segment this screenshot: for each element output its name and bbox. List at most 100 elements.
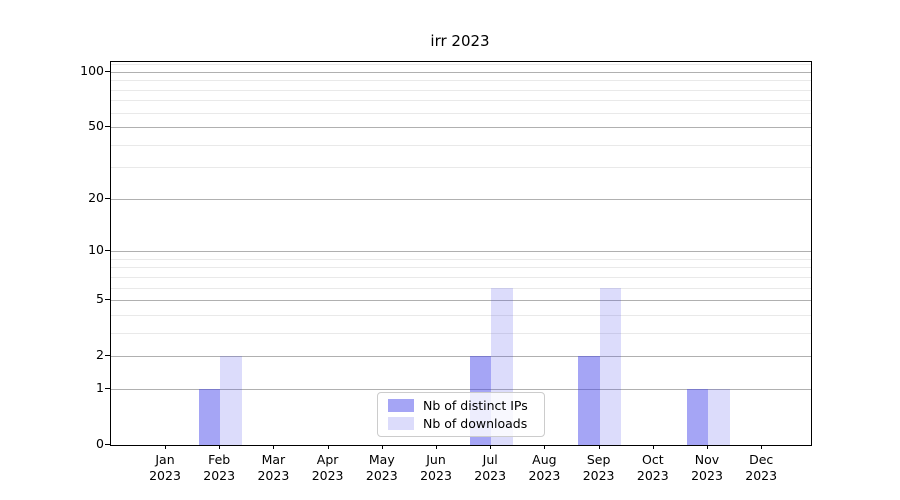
x-tick-year: 2023: [691, 468, 723, 483]
legend: Nb of distinct IPs Nb of downloads: [377, 392, 545, 437]
bar-nb-of-downloads: [599, 287, 622, 445]
gridline-minor: [111, 332, 811, 334]
legend-swatch: [388, 417, 414, 430]
gridline-minor: [111, 258, 811, 260]
legend-row: Nb of downloads: [378, 416, 544, 431]
x-tick-month: Dec: [749, 452, 774, 467]
legend-label: Nb of downloads: [423, 416, 528, 431]
x-tick-year: 2023: [311, 468, 344, 483]
y-axis-tick-label: 100: [80, 62, 104, 78]
x-axis-tick-label: Jun 2023: [407, 452, 465, 484]
x-tick-month: Jun: [426, 452, 446, 467]
x-axis-tick-label: Apr 2023: [299, 452, 357, 484]
plot-area: [110, 61, 812, 446]
gridline-minor: [111, 144, 811, 146]
x-axis-tick-label: Aug 2023: [515, 452, 573, 484]
y-tick-mark: [105, 197, 110, 199]
x-tick-month: May: [368, 452, 395, 467]
x-tick-year: 2023: [636, 468, 669, 483]
y-axis-tick-label: 0: [96, 436, 104, 451]
x-tick-month: Feb: [208, 452, 231, 467]
x-tick-year: 2023: [365, 468, 398, 483]
y-axis-tick-label: 20: [88, 189, 104, 205]
gridline-major: [111, 251, 811, 253]
x-axis-tick-label: Sep 2023: [570, 452, 628, 484]
gridline-major: [111, 356, 811, 358]
x-tick-mark: [761, 445, 763, 449]
legend-label: Nb of distinct IPs: [423, 398, 528, 413]
gridline-minor: [111, 64, 811, 66]
x-tick-month: Apr: [316, 452, 339, 467]
y-axis-tick-label: 5: [96, 291, 104, 307]
legend-row: Nb of distinct IPs: [378, 398, 544, 413]
x-axis-tick-label: Oct 2023: [624, 452, 682, 484]
x-axis-tick-label: Mar 2023: [244, 452, 302, 484]
gridline-major: [111, 127, 811, 129]
x-tick-mark: [381, 445, 383, 449]
x-tick-mark: [544, 445, 546, 449]
x-tick-mark: [273, 445, 275, 449]
gridline-major: [111, 388, 811, 390]
x-tick-month: Oct: [641, 452, 664, 467]
gridline-minor: [111, 276, 811, 278]
x-axis-tick-label: Jul 2023: [461, 452, 519, 484]
bar-nb-of-distinct-ips: [198, 388, 221, 445]
y-tick-mark: [105, 299, 110, 301]
bar-nb-of-distinct-ips: [578, 356, 600, 445]
y-axis-tick-label: 10: [88, 242, 104, 258]
x-tick-year: 2023: [582, 468, 615, 483]
x-tick-mark: [652, 445, 654, 449]
x-tick-month: Nov: [694, 452, 720, 467]
gridline-major: [111, 198, 811, 200]
x-tick-mark: [490, 445, 492, 449]
gridline-minor: [111, 89, 811, 91]
x-axis-tick-label: Dec 2023: [732, 452, 790, 484]
x-tick-year: 2023: [203, 468, 236, 483]
bar-nb-of-downloads: [708, 388, 730, 445]
x-tick-year: 2023: [149, 468, 181, 483]
gridline-minor: [111, 100, 811, 102]
y-tick-mark: [105, 70, 110, 72]
gridline-minor: [111, 267, 811, 269]
x-tick-month: Aug: [532, 452, 557, 467]
gridline-minor: [111, 167, 811, 169]
chart-title: irr 2023: [430, 32, 490, 50]
x-tick-month: Jul: [482, 452, 498, 467]
bar-nb-of-distinct-ips: [686, 388, 708, 445]
x-tick-month: Sep: [586, 452, 611, 467]
gridline-minor: [111, 314, 811, 316]
x-tick-year: 2023: [420, 468, 452, 483]
y-tick-mark: [105, 250, 110, 252]
x-tick-mark: [219, 445, 221, 449]
legend-swatch: [388, 399, 414, 412]
y-tick-mark: [105, 126, 110, 128]
x-tick-year: 2023: [528, 468, 561, 483]
bar-nb-of-downloads: [220, 356, 242, 445]
x-tick-year: 2023: [257, 468, 290, 483]
x-tick-mark: [707, 445, 708, 449]
y-axis-tick-label: 50: [88, 118, 104, 134]
x-axis-tick-label: Feb 2023: [190, 452, 248, 484]
y-axis-tick-label: 1: [96, 379, 104, 395]
x-axis-tick-label: Jan 2023: [136, 452, 194, 484]
gridline-minor: [111, 80, 811, 82]
x-tick-mark: [165, 445, 166, 449]
x-tick-mark: [436, 445, 437, 449]
gridline-major: [111, 71, 811, 73]
gridline-minor: [111, 112, 811, 114]
x-tick-year: 2023: [745, 468, 778, 483]
x-tick-month: Jan: [155, 452, 175, 467]
y-tick-mark: [105, 355, 110, 357]
y-axis-tick-label: 2: [96, 347, 104, 363]
x-tick-year: 2023: [474, 468, 507, 483]
gridline-minor: [111, 287, 811, 289]
x-tick-mark: [598, 445, 600, 449]
gridline-major: [111, 300, 811, 302]
x-tick-month: Mar: [261, 452, 286, 467]
x-axis-tick-label: Nov 2023: [678, 452, 736, 484]
x-axis-tick-label: May 2023: [353, 452, 411, 484]
y-tick-mark: [105, 387, 110, 389]
y-tick-mark: [105, 444, 110, 445]
x-tick-mark: [327, 445, 329, 449]
